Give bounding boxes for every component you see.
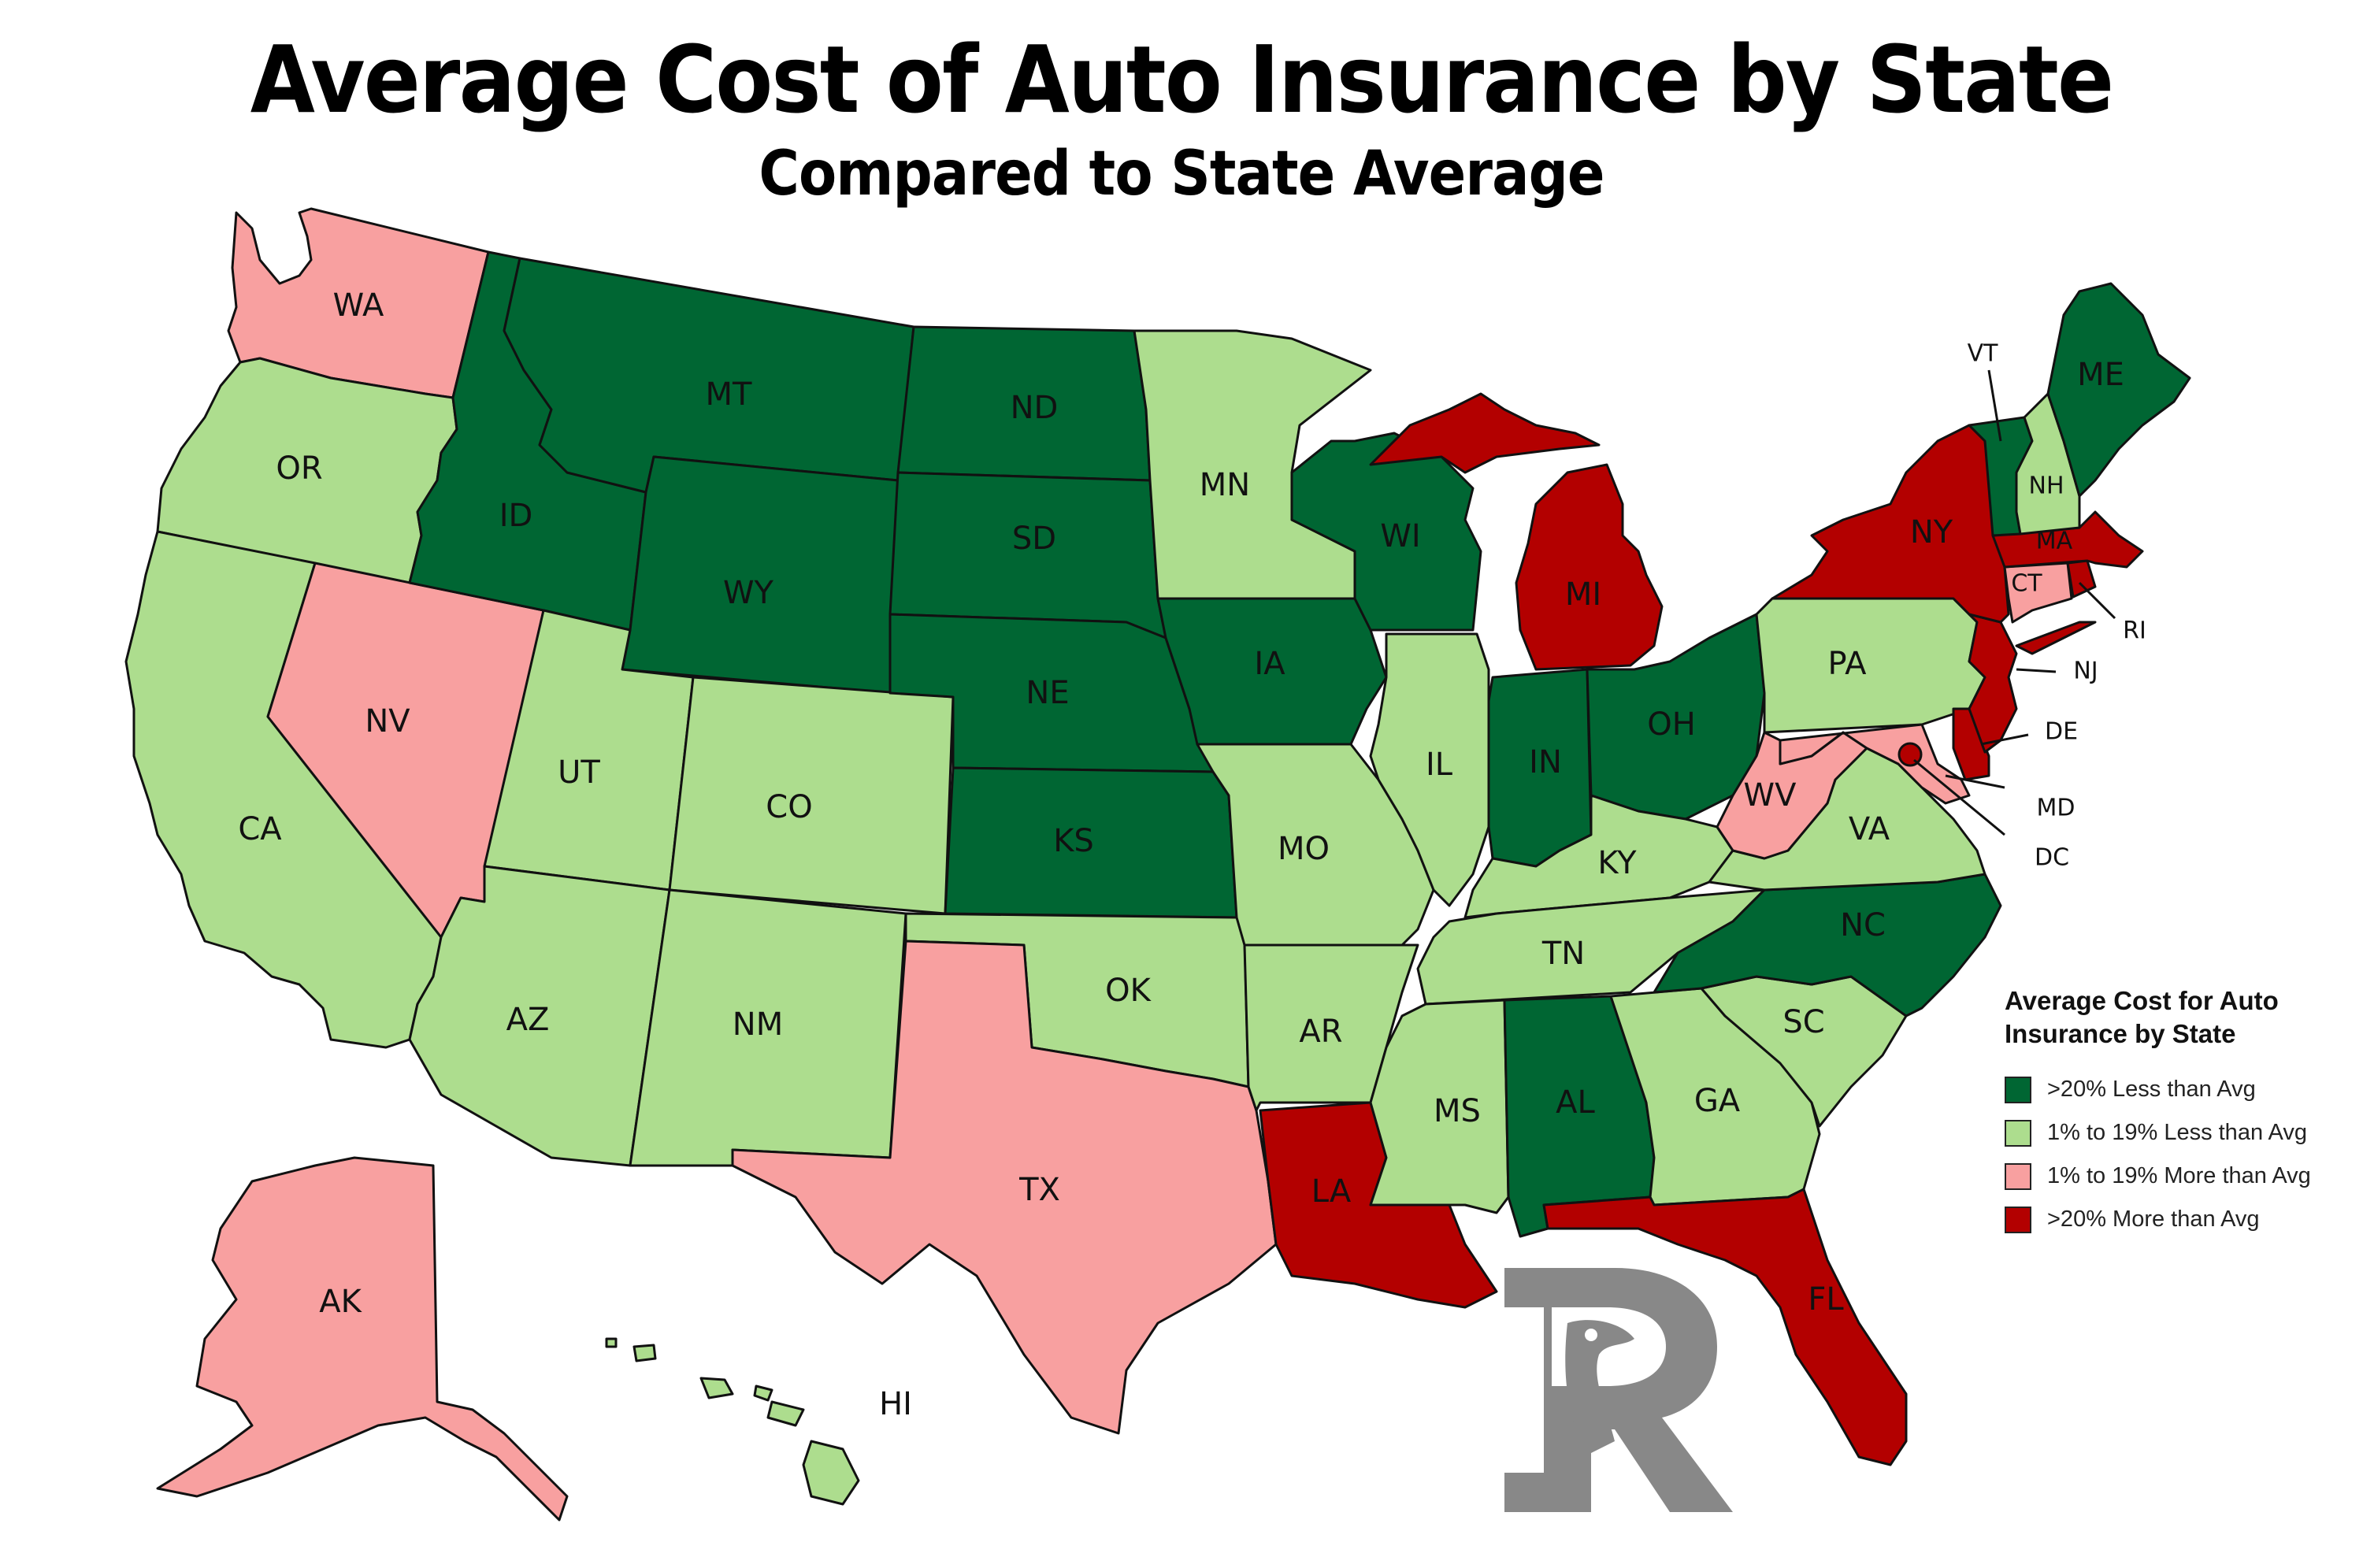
label-NJ: NJ <box>2073 658 2098 685</box>
legend-label: 1% to 19% More than Avg <box>2047 1163 2311 1188</box>
legend-label: >20% Less than Avg <box>2047 1077 2256 1102</box>
state-WI[interactable] <box>1290 432 1482 632</box>
label-NH: NH <box>2029 473 2064 500</box>
label-WA: WA <box>333 287 384 324</box>
callout-line-ri <box>2078 581 2116 620</box>
label-DE: DE <box>2045 718 2078 746</box>
label-ME: ME <box>2077 357 2124 393</box>
state-FL[interactable] <box>1542 1188 1908 1466</box>
label-MO: MO <box>1278 831 1330 867</box>
callout-line-md <box>1945 774 2005 789</box>
callout-line-dc <box>1913 758 2005 836</box>
label-VA: VA <box>1849 811 1890 847</box>
label-AZ: AZ <box>506 1002 550 1038</box>
label-NM: NM <box>733 1006 783 1043</box>
label-NV: NV <box>365 703 410 740</box>
state-NJ[interactable] <box>1968 613 2018 754</box>
label-AK: AK <box>319 1284 362 1320</box>
label-KS: KS <box>1053 823 1094 859</box>
legend-item: >20% More than Avg <box>2005 1198 2351 1241</box>
label-SC: SC <box>1782 1004 1824 1040</box>
label-MT: MT <box>706 376 753 413</box>
callout-line-de <box>1980 733 2029 746</box>
state-PA[interactable] <box>1755 597 1986 734</box>
label-ID: ID <box>499 498 533 534</box>
label-IL: IL <box>1426 747 1453 783</box>
state-RI[interactable] <box>2066 559 2097 599</box>
legend-swatch <box>2005 1076 2031 1103</box>
label-UT: UT <box>558 754 600 791</box>
map-title: Average Cost of Auto Insurance by State <box>250 25 2114 134</box>
callout-line-nj <box>2016 668 2057 673</box>
label-MA: MA <box>2036 528 2073 555</box>
legend-title: Average Cost for Auto Insurance by State <box>2005 984 2351 1051</box>
label-FL: FL <box>1808 1281 1844 1318</box>
label-LA: LA <box>1311 1173 1352 1210</box>
label-MS: MS <box>1434 1093 1481 1129</box>
legend-item: 1% to 19% More than Avg <box>2005 1155 2351 1198</box>
label-MN: MN <box>1200 467 1250 503</box>
state-ME[interactable] <box>2046 282 2191 498</box>
callout-line-vt <box>1987 369 2002 442</box>
label-OH: OH <box>1647 706 1696 743</box>
label-RI: RI <box>2123 617 2146 645</box>
label-WI: WI <box>1380 518 1420 554</box>
label-AL: AL <box>1556 1084 1595 1121</box>
legend-title-line2: Insurance by State <box>2005 1019 2236 1048</box>
label-CT: CT <box>2011 570 2042 598</box>
label-WY: WY <box>723 575 774 611</box>
label-TN: TN <box>1541 936 1585 972</box>
label-OR: OR <box>276 450 322 487</box>
legend-item: >20% Less than Avg <box>2005 1068 2351 1111</box>
state-MA[interactable] <box>1991 510 2144 569</box>
state-MI[interactable] <box>1369 392 1664 671</box>
legend-title-line1: Average Cost for Auto <box>2005 986 2279 1015</box>
legend-swatch <box>2005 1119 2031 1147</box>
state-MD[interactable] <box>1779 723 1971 805</box>
label-ND: ND <box>1011 390 1059 426</box>
label-HI: HI <box>879 1386 912 1422</box>
legend-swatch <box>2005 1206 2031 1233</box>
label-IA: IA <box>1254 646 1285 682</box>
label-GA: GA <box>1694 1083 1741 1119</box>
map-subtitle: Compared to State Average <box>759 139 1604 209</box>
label-SD: SD <box>1012 521 1056 557</box>
label-DC: DC <box>2035 844 2069 872</box>
legend: Average Cost for Auto Insurance by State… <box>2005 984 2351 1241</box>
label-PA: PA <box>1828 646 1868 682</box>
label-NY: NY <box>1910 514 1953 550</box>
legend-item: 1% to 19% Less than Avg <box>2005 1111 2351 1155</box>
state-HI[interactable] <box>605 1337 860 1506</box>
state-NC[interactable] <box>1653 873 2002 1018</box>
label-MI: MI <box>1565 576 1601 613</box>
label-NE: NE <box>1026 675 1069 711</box>
label-IN: IN <box>1529 744 1562 780</box>
label-TX: TX <box>1018 1172 1060 1208</box>
label-MD: MD <box>2037 795 2076 822</box>
label-OK: OK <box>1105 973 1152 1009</box>
label-WV: WV <box>1744 777 1797 814</box>
legend-label: 1% to 19% Less than Avg <box>2047 1120 2307 1145</box>
label-NC: NC <box>1840 907 1886 943</box>
label-VT: VT <box>1968 340 1999 368</box>
legend-swatch <box>2005 1162 2031 1190</box>
state-MT[interactable] <box>503 257 915 494</box>
label-CO: CO <box>766 789 812 825</box>
state-AK[interactable] <box>156 1156 569 1522</box>
eagle-logo <box>1504 1268 1733 1512</box>
label-KY: KY <box>1597 845 1637 881</box>
label-AR: AR <box>1299 1014 1342 1050</box>
state-TX[interactable] <box>731 940 1278 1435</box>
label-CA: CA <box>238 811 282 847</box>
legend-label: >20% More than Avg <box>2047 1207 2260 1232</box>
